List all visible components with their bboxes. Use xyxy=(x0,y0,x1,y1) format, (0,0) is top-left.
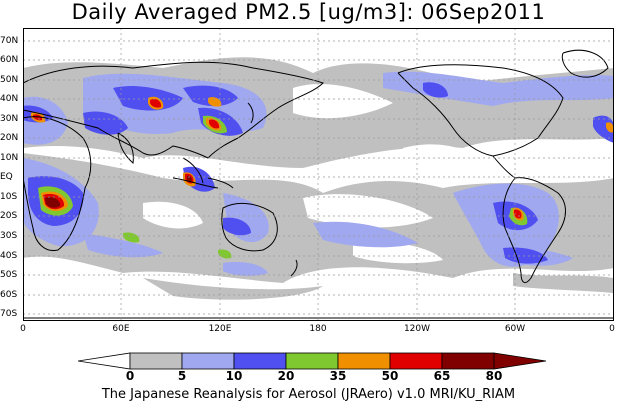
colorbar-segment-20-35 xyxy=(233,352,287,370)
lat-label: 70N xyxy=(0,36,19,46)
lat-label: 30N xyxy=(0,114,19,124)
lat-label: 40S xyxy=(0,251,18,261)
colorbar-label: 5 xyxy=(177,369,187,383)
colorbar-arrow-over-80 xyxy=(493,352,547,370)
map-title: Daily Averaged PM2.5 [ug/m3]: 06Sep2011 xyxy=(71,0,546,24)
lat-label: 20S xyxy=(0,211,18,221)
lon-label: 120W xyxy=(403,324,431,334)
colorbar-segment-5-10 xyxy=(129,352,183,370)
lon-label: 120E xyxy=(208,324,232,334)
lon-label: 60W xyxy=(504,324,526,334)
lat-label: 40N xyxy=(0,94,19,104)
lat-label: 30S xyxy=(0,231,18,241)
lon-label: 0 xyxy=(20,324,26,334)
colorbar-label: 65 xyxy=(433,369,451,383)
lat-label: 20N xyxy=(0,133,19,143)
colorbar-label: 10 xyxy=(225,369,243,383)
colorbar-segment-65-80 xyxy=(389,352,443,370)
colorbar-label: 50 xyxy=(381,369,399,383)
lat-label: 10S xyxy=(0,192,18,202)
lon-label: 0 xyxy=(609,324,615,334)
lat-label: 60S xyxy=(0,290,18,300)
coastlines xyxy=(23,49,614,319)
pm25-colorbar xyxy=(78,352,547,370)
lat-label: 50N xyxy=(0,75,19,85)
lat-label: 50S xyxy=(0,270,18,280)
lat-label: 60N xyxy=(0,55,19,65)
colorbar-segment-35-50 xyxy=(285,352,339,370)
lat-label: 70S xyxy=(0,309,18,319)
lat-lon-grid xyxy=(23,28,614,321)
colorbar-segment-50-65 xyxy=(337,352,391,370)
footer-credit: The Japanese Reanalysis for Aerosol (JRA… xyxy=(101,387,516,402)
colorbar-segment-over-80 xyxy=(441,352,495,370)
lon-label: 60E xyxy=(112,324,130,334)
lat-label: EQ xyxy=(0,172,13,182)
colorbar-segment-0-5 xyxy=(78,352,131,370)
pm25-map xyxy=(23,28,614,321)
colorbar-segment-10-20 xyxy=(181,352,235,370)
colorbar-label: 20 xyxy=(277,369,295,383)
lon-label: 180 xyxy=(309,324,327,334)
colorbar-label: 80 xyxy=(485,369,503,383)
lat-label: 10N xyxy=(0,153,19,163)
colorbar-label: 35 xyxy=(329,369,347,383)
colorbar-label: 0 xyxy=(125,369,135,383)
